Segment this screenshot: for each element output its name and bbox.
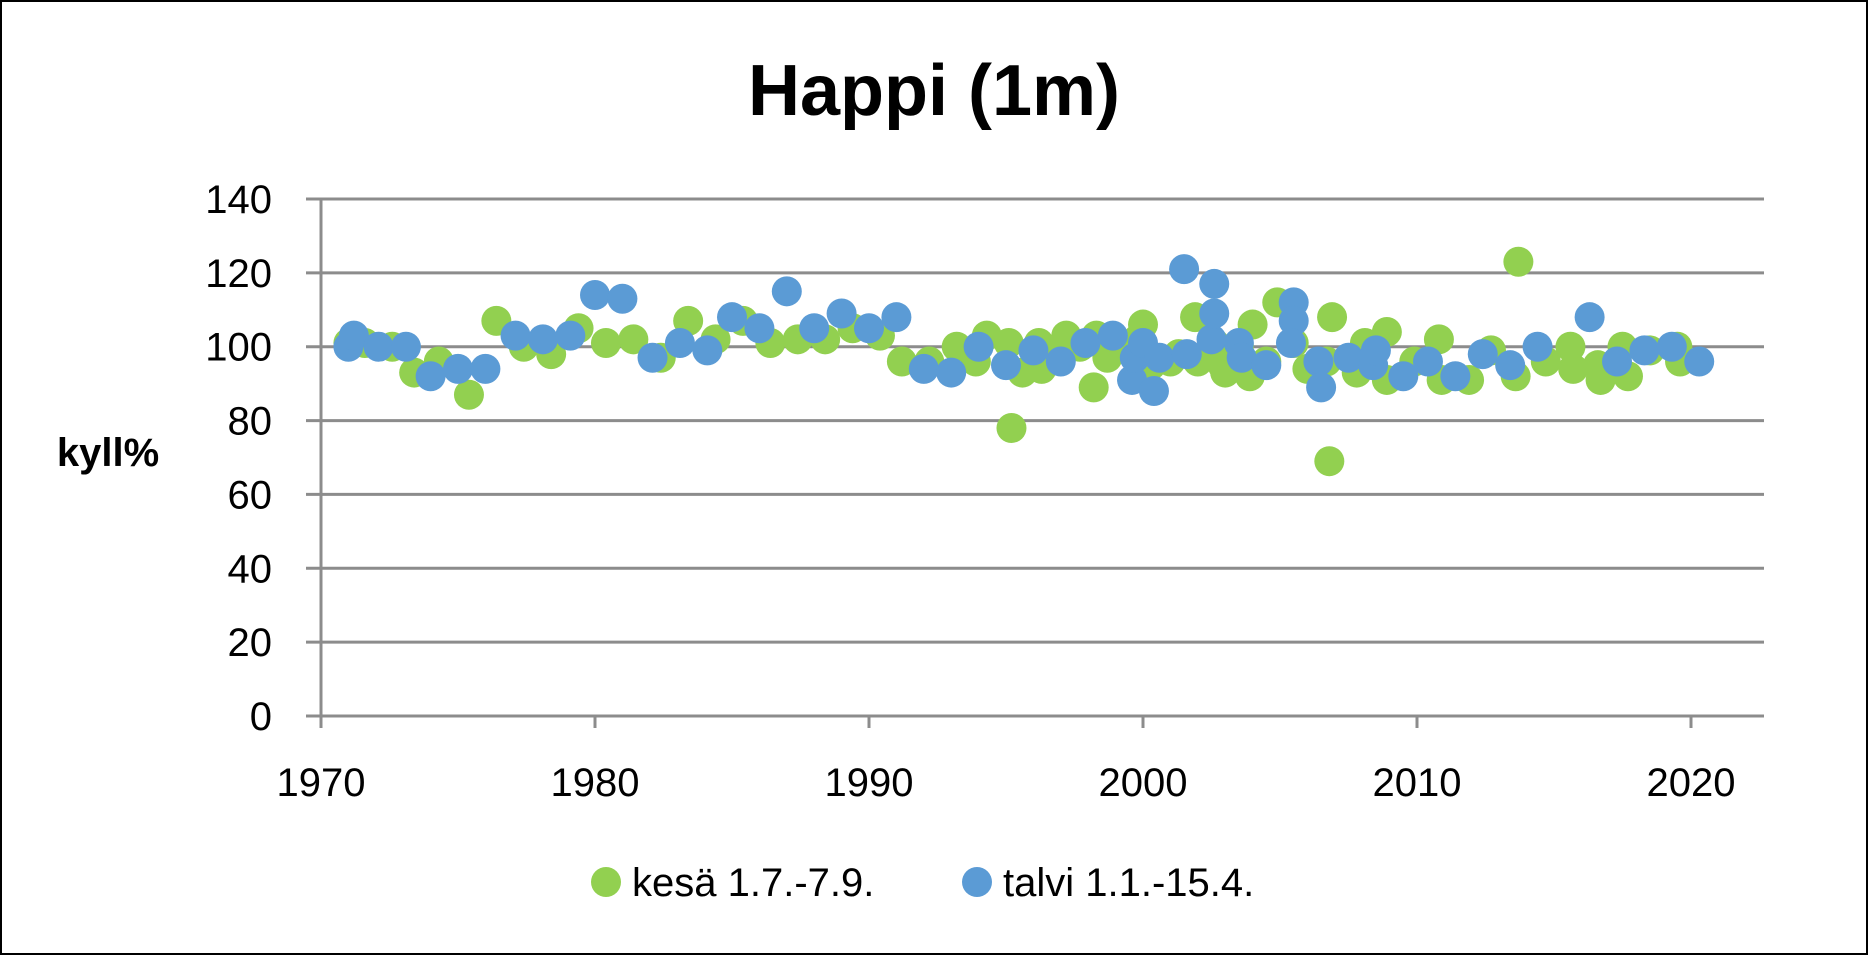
winter-point-18: [799, 313, 830, 344]
summer-point-56: [1314, 446, 1345, 477]
winter-point-7: [500, 320, 531, 351]
legend: kesä 1.7.-7.9. talvi 1.1.-15.4.: [591, 861, 1254, 905]
y-tick-label-80: 80: [228, 400, 273, 444]
winter-point-50: [1360, 335, 1391, 366]
winter-point-28: [1070, 328, 1101, 359]
winter-point-29: [1097, 320, 1128, 351]
y-tick-label-140: 140: [205, 178, 272, 222]
y-tick-label-20: 20: [228, 621, 273, 665]
winter-point-24: [963, 331, 994, 362]
y-tick-label-0: 0: [250, 695, 272, 739]
summer-point-63: [1423, 324, 1454, 355]
winter-point-17: [771, 276, 802, 307]
summer-point-5: [453, 379, 484, 410]
x-tick-label-2020: 2020: [1647, 761, 1736, 805]
winter-point-56: [1522, 331, 1553, 362]
y-tick-label-40: 40: [228, 547, 273, 591]
winter-point-22: [908, 353, 939, 384]
winter-point-53: [1440, 361, 1471, 392]
x-tick-label-1990: 1990: [825, 761, 914, 805]
winter-point-4: [415, 361, 446, 392]
winter-point-44: [1278, 305, 1309, 336]
winter-point-60: [1656, 331, 1687, 362]
winter-point-2: [363, 331, 394, 362]
winter-point-19: [826, 298, 857, 329]
winter-point-3: [390, 331, 421, 362]
summer-point-26: [993, 328, 1024, 359]
x-tick-label-1980: 1980: [551, 761, 640, 805]
tick-labels: 0 20 40 60 80 100 120 140 1970 1980 1990 2000 2010 20…: [205, 178, 1735, 805]
winter-point-6: [470, 353, 501, 384]
winter-point-15: [717, 302, 747, 333]
winter-point-45: [1275, 328, 1306, 359]
y-tick-label-60: 60: [228, 473, 273, 517]
winter-point-35: [1169, 254, 1200, 285]
winter-point-55: [1495, 350, 1526, 381]
winter-point-16: [744, 313, 775, 344]
winter-point-47: [1306, 372, 1337, 403]
x-tick-label-2000: 2000: [1099, 761, 1188, 805]
winter-point-13: [664, 328, 695, 359]
winter-point-41: [1226, 342, 1257, 373]
y-tick-label-100: 100: [205, 326, 272, 370]
winter-point-9: [555, 320, 586, 351]
legend-label-winter: talvi 1.1.-15.4.: [1003, 861, 1254, 905]
winter-point-12: [637, 342, 668, 373]
winter-point-34: [1144, 342, 1175, 373]
winter-point-11: [607, 283, 638, 314]
winter-point-58: [1602, 346, 1633, 377]
summer-point-34: [1078, 372, 1109, 403]
axes: [306, 199, 1764, 728]
x-tick-label-2010: 2010: [1373, 761, 1462, 805]
winter-point-42: [1251, 350, 1282, 381]
winter-point-20: [854, 313, 884, 344]
legend-label-summer: kesä 1.7.-7.9.: [632, 861, 874, 905]
winter-point-5: [443, 353, 473, 384]
series-winter: [333, 254, 1715, 407]
winter-point-59: [1629, 335, 1660, 366]
winter-point-61: [1684, 346, 1715, 377]
winter-point-46: [1303, 346, 1334, 377]
winter-point-26: [1018, 335, 1049, 366]
winter-point-36: [1171, 339, 1202, 370]
winter-point-8: [527, 324, 558, 355]
x-tick-label-1970: 1970: [277, 761, 366, 805]
winter-point-52: [1412, 346, 1443, 377]
legend-marker-summer: [591, 867, 621, 897]
summer-point-11: [618, 324, 649, 355]
y-tick-label-120: 120: [205, 252, 272, 296]
summer-point-70: [1555, 331, 1586, 362]
winter-point-54: [1467, 339, 1498, 370]
summer-point-68: [1503, 246, 1534, 277]
winter-point-27: [1045, 346, 1076, 377]
winter-point-51: [1388, 361, 1419, 392]
summer-point-10: [590, 328, 621, 359]
chart-title: Happi (1m): [748, 51, 1120, 131]
gridlines: [306, 197, 1764, 718]
winter-point-1: [338, 320, 369, 351]
winter-point-25: [991, 350, 1021, 381]
legend-marker-winter: [962, 867, 992, 897]
winter-point-23: [936, 357, 967, 388]
winter-point-38: [1199, 268, 1230, 299]
y-axis-label: kyll%: [57, 431, 159, 475]
winter-point-37: [1196, 324, 1227, 355]
winter-point-48: [1333, 342, 1364, 373]
winter-point-57: [1574, 302, 1605, 333]
summer-point-57: [1317, 302, 1348, 333]
winter-point-10: [580, 280, 610, 311]
winter-point-21: [881, 302, 912, 333]
winter-point-39: [1199, 298, 1230, 329]
summer-point-71: [1558, 353, 1589, 384]
data-points: [333, 246, 1715, 477]
summer-point-27: [996, 412, 1027, 443]
winter-point-33: [1138, 376, 1169, 407]
winter-point-14: [692, 335, 723, 366]
